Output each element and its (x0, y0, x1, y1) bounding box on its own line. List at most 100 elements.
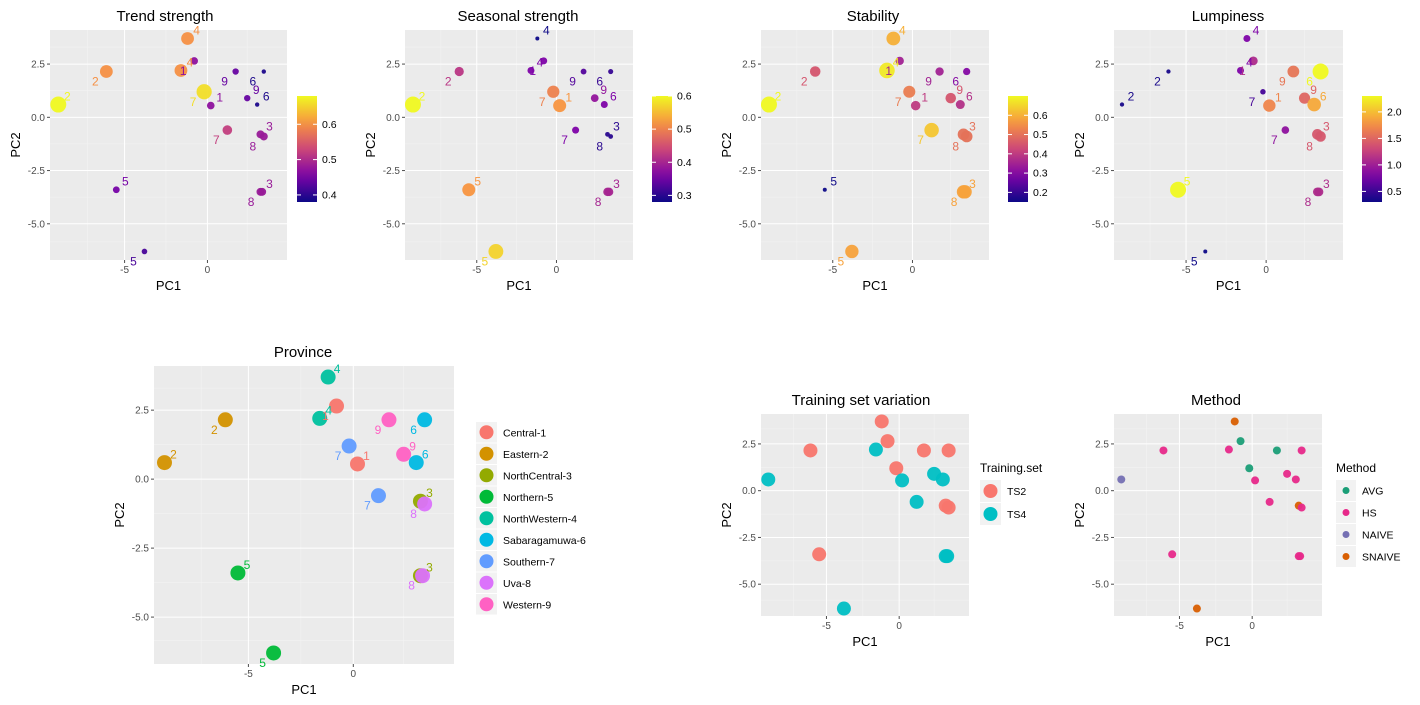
point-label: 4 (334, 362, 341, 376)
point-label: 7 (1249, 95, 1256, 109)
data-point (196, 84, 212, 100)
data-point (417, 412, 433, 428)
legend-key (479, 446, 494, 461)
data-point (916, 443, 931, 458)
data-point (244, 94, 251, 102)
colorbar-tick-label: 0.6 (677, 91, 692, 103)
y-tick-label: 0.0 (135, 475, 149, 486)
data-point (1166, 69, 1171, 74)
y-tick-label: -2.5 (28, 166, 46, 177)
point-label: 9 (600, 83, 607, 97)
data-point (909, 494, 924, 509)
point-label: 3 (1323, 119, 1330, 133)
data-point (880, 434, 895, 449)
x-tick-label: 0 (910, 265, 916, 276)
point-label: 2 (92, 75, 99, 89)
point-label: 3 (266, 119, 273, 133)
legend-label: TS2 (1007, 486, 1026, 498)
point-label: 7 (190, 95, 197, 109)
point-label: 7 (895, 95, 902, 109)
data-point (1192, 604, 1201, 613)
legend-key (479, 489, 494, 504)
data-point (396, 446, 412, 462)
data-point (1307, 97, 1321, 112)
y-tick-label: -5.0 (132, 613, 150, 624)
data-point (945, 92, 957, 104)
data-point (320, 369, 336, 385)
data-point (1248, 56, 1258, 66)
chart-title: Training set variation (792, 392, 931, 409)
data-point (222, 125, 233, 135)
point-label: 4 (325, 403, 332, 417)
x-tick-label: -5 (120, 265, 129, 276)
point-label: 8 (410, 507, 417, 521)
point-label: 1 (1275, 91, 1282, 105)
data-point (1245, 464, 1254, 473)
chart-title: Lumpiness (1192, 8, 1265, 25)
data-point (50, 96, 67, 113)
data-point (963, 67, 971, 76)
data-point (1203, 249, 1208, 254)
data-point (910, 100, 921, 111)
data-point (99, 65, 113, 78)
point-label: 4 (543, 24, 550, 38)
points-layer (761, 414, 956, 616)
data-point (935, 472, 950, 487)
point-label: 5 (259, 656, 266, 670)
data-point (1159, 446, 1168, 455)
data-point (1265, 497, 1274, 506)
data-point (886, 31, 901, 46)
colorbar-tick-label: 0.4 (1033, 148, 1048, 160)
point-label: 6 (966, 90, 973, 104)
point-label: 8 (1305, 195, 1312, 209)
data-point (1263, 99, 1276, 112)
point-label: 3 (969, 119, 976, 133)
data-point (836, 601, 851, 616)
points-layer (50, 32, 268, 255)
point-label: 7 (213, 133, 220, 147)
point-label: 5 (1191, 254, 1198, 268)
y-tick-label: 0.0 (1095, 113, 1109, 124)
data-point (1260, 89, 1266, 95)
points-layer (761, 31, 973, 259)
data-point (608, 68, 614, 75)
point-label: 1 (529, 64, 536, 78)
data-point (1237, 66, 1245, 74)
point-label: 5 (130, 254, 137, 268)
data-point (535, 36, 540, 41)
point-label: 9 (253, 83, 260, 97)
data-point (259, 132, 268, 141)
chart-title: Trend strength (117, 8, 214, 25)
data-point (1117, 475, 1126, 484)
colorbar-tick-label: 0.6 (1033, 110, 1048, 122)
data-point (415, 568, 431, 584)
point-label: 4 (537, 55, 544, 69)
data-point (822, 187, 827, 192)
data-point (254, 102, 260, 107)
data-point (940, 549, 955, 564)
y-tick-label: -5.0 (1092, 580, 1110, 591)
point-label: 9 (375, 423, 382, 437)
data-point (960, 130, 973, 143)
colorbar-tick-label: 0.5 (1033, 129, 1048, 141)
legend-label: Eastern-2 (503, 449, 549, 461)
x-tick-label: -5 (1182, 265, 1191, 276)
y-tick-label: -2.5 (739, 533, 757, 544)
data-point (232, 68, 239, 75)
point-label: 4 (1246, 55, 1253, 69)
plot-background (761, 30, 989, 260)
point-label: 3 (426, 486, 433, 500)
data-point (1291, 475, 1300, 484)
legend-key (1342, 531, 1350, 538)
point-label: 6 (1306, 75, 1313, 89)
point-label: 3 (969, 177, 976, 191)
y-tick-label: 2.5 (1095, 60, 1109, 71)
y-axis-label: PC2 (8, 132, 23, 157)
data-point (580, 68, 587, 75)
point-label: 6 (422, 448, 429, 462)
data-point (156, 455, 172, 471)
point-label: 9 (569, 75, 576, 89)
